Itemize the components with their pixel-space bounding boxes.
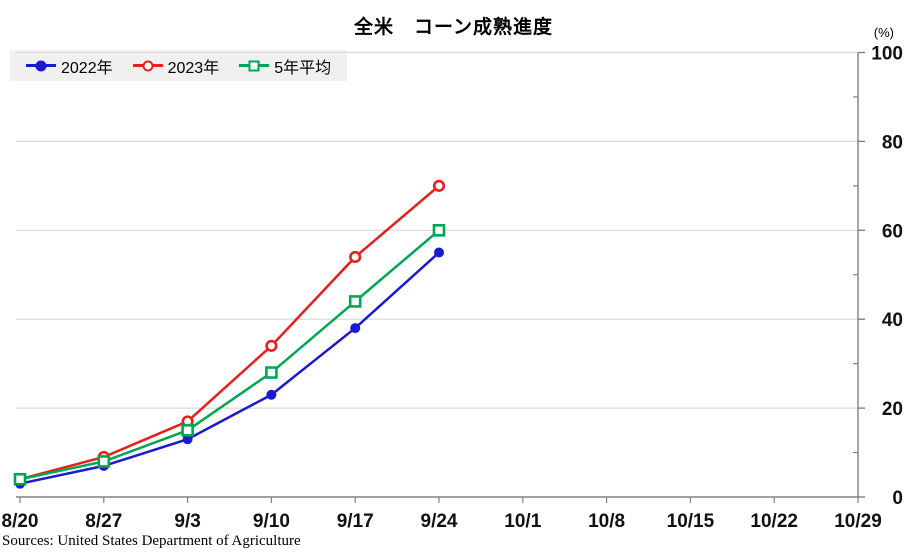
y-tick-label: 40 <box>882 310 903 331</box>
data-point <box>265 366 278 379</box>
data-point <box>349 250 362 264</box>
x-axis-labels: 8/20 8/27 9/3 9/10 9/17 9/24 10/1 10/8 10/15 10/2… <box>2 511 882 532</box>
data-point <box>266 389 277 400</box>
legend-marker-icon <box>26 59 56 73</box>
gridlines <box>16 51 858 409</box>
legend-label: 2023年 <box>167 59 220 77</box>
series-1 <box>13 179 446 486</box>
legend-marker-icon <box>132 59 163 73</box>
y-tick-label: 60 <box>882 221 903 242</box>
legend: 2022年 2023年 5年平均 <box>10 50 348 81</box>
x-tick-label: 10/29 <box>834 511 882 532</box>
x-tick-label: 9/10 <box>253 511 290 532</box>
x-tick-label: 10/22 <box>750 511 798 532</box>
data-point <box>97 455 111 468</box>
data-point <box>432 224 446 237</box>
data-point <box>265 339 278 352</box>
x-tick-label: 9/17 <box>337 511 374 532</box>
y-axis-unit-label: (%) <box>873 25 894 40</box>
x-tick-label: 8/27 <box>85 511 122 532</box>
series-line <box>19 251 440 485</box>
data-point <box>348 295 362 308</box>
data-point <box>434 247 444 258</box>
x-tick-label: 10/15 <box>667 511 715 532</box>
series-0 <box>15 247 444 489</box>
data-point <box>181 424 194 437</box>
y-tick-label: 20 <box>882 399 903 420</box>
source-text: Sources: United States Department of Agr… <box>2 533 301 549</box>
x-tick-label: 10/8 <box>588 511 625 532</box>
data-point <box>13 472 27 486</box>
x-tick-label: 9/24 <box>421 511 458 532</box>
y-tick-label: 0 <box>892 488 903 509</box>
legend-item-0: 2022年 <box>26 54 113 78</box>
legend-marker-icon <box>239 59 270 73</box>
y-tick-label: 80 <box>882 132 903 153</box>
legend-label: 2022年 <box>61 59 113 77</box>
series-line <box>19 229 440 481</box>
chart-title: 全米 コーン成熟進度 <box>353 17 554 38</box>
legend-item-2: 5年平均 <box>239 54 331 78</box>
data-point <box>432 179 446 192</box>
series-2 <box>13 224 446 486</box>
legend-label: 5年平均 <box>274 59 332 77</box>
y-tick-label: 100 <box>871 44 903 65</box>
axes <box>16 51 865 503</box>
legend-item-1: 2023年 <box>132 54 220 78</box>
data-point <box>182 434 193 445</box>
x-tick-label: 8/20 <box>2 511 39 532</box>
data-point <box>350 323 361 334</box>
x-tick-label: 10/1 <box>504 511 541 532</box>
series-line <box>19 184 440 481</box>
y-axis-labels: 0 20 40 60 80 100 <box>871 44 903 510</box>
x-tick-label: 9/3 <box>174 511 200 532</box>
